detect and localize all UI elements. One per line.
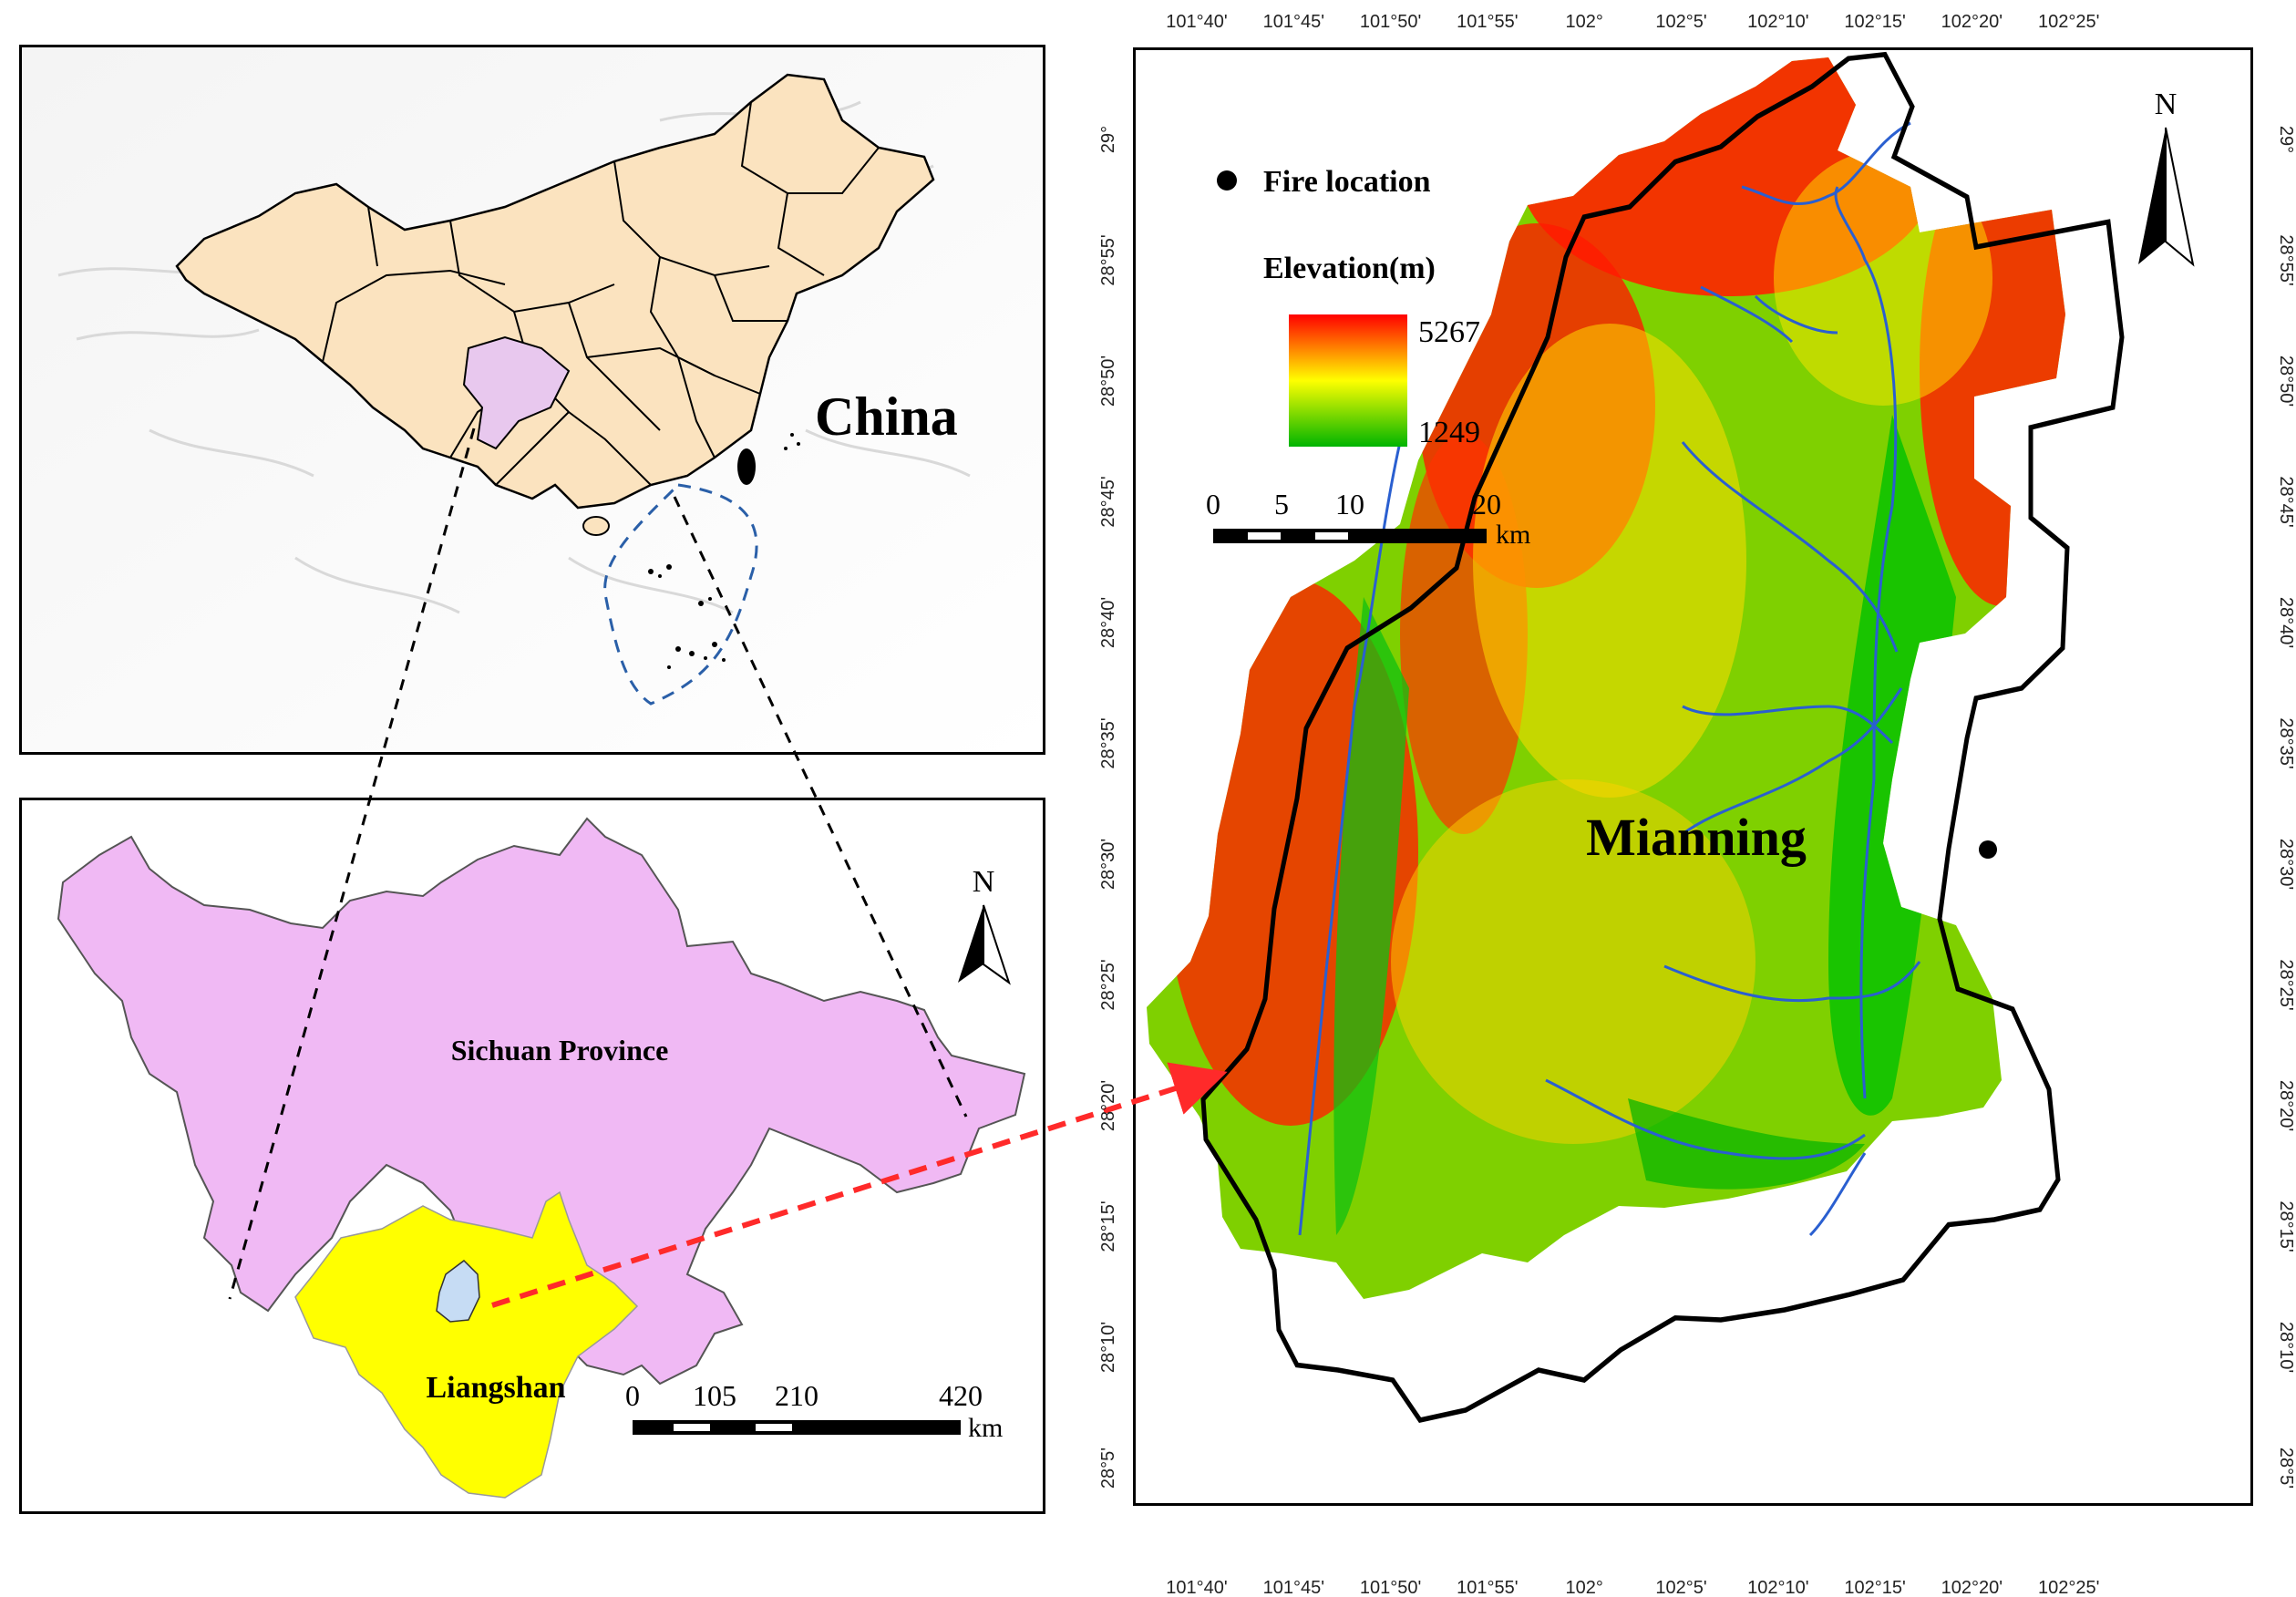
- longitude-label-top: 101°50': [1360, 12, 1421, 32]
- sichuan-province-label: Sichuan Province: [451, 1034, 669, 1066]
- longitude-label-top: 101°55': [1457, 12, 1518, 32]
- scale-tick-1: 5: [1274, 488, 1289, 520]
- north-arrow-label: N: [2155, 88, 2178, 121]
- china-overview-panel: China: [19, 45, 1045, 755]
- latitude-label-left: 28°15': [1098, 1200, 1118, 1252]
- longitude-label-bottom: 101°45': [1263, 1578, 1324, 1597]
- scale-unit: km: [1496, 520, 1530, 550]
- mianning-label: Mianning: [1586, 808, 1807, 867]
- scale-tick-0: 0: [625, 1379, 640, 1412]
- scale-tick-3: 420: [939, 1379, 983, 1412]
- china-label: China: [815, 386, 958, 447]
- north-arrow-label: N: [973, 865, 995, 899]
- longitude-label-bottom: 102°5': [1655, 1578, 1706, 1597]
- latitude-label-left: 28°45': [1098, 476, 1118, 527]
- nine-dash-line: [603, 483, 758, 706]
- longitude-label-top: 102°: [1566, 12, 1603, 32]
- longitude-label-bottom: 102°20': [1941, 1578, 2003, 1597]
- scale-tick-1: 105: [693, 1379, 736, 1412]
- latitude-label-right: 28°20': [2276, 1080, 2296, 1131]
- mianning-elevation-map: Mianning Fire location Elevation(m) 5267…: [1147, 51, 2195, 1424]
- latitude-label-right: 28°10': [2276, 1322, 2296, 1373]
- longitude-label-bottom: 102°25': [2038, 1578, 2099, 1597]
- longitude-label-top: 102°15': [1844, 12, 1905, 32]
- sichuan-province-panel: Sichuan Province Liangshan N 0 105 210 4…: [19, 798, 1045, 1514]
- connector-line-right: [673, 496, 968, 1118]
- latitude-label-right: 29°: [2276, 126, 2296, 153]
- north-arrow: N: [2138, 88, 2195, 267]
- legend: Fire location Elevation(m) 5267 1249: [1217, 165, 1480, 449]
- longitude-label-bottom: 101°40': [1166, 1578, 1227, 1597]
- sichuan-province-shape: [57, 817, 1026, 1386]
- north-arrow: N: [958, 865, 1011, 985]
- china-overview-map: China: [22, 47, 1043, 752]
- latitude-label-left: 28°10': [1098, 1322, 1118, 1373]
- longitude-label-bottom: 102°: [1566, 1578, 1603, 1597]
- latitude-label-left: 28°55': [1098, 234, 1118, 285]
- mianning-elevation-panel: Mianning Fire location Elevation(m) 5267…: [1133, 47, 2253, 1506]
- latitude-label-left: 28°40': [1098, 597, 1118, 648]
- locator-arrow: [491, 1062, 1228, 1308]
- longitude-label-top: 102°10': [1747, 12, 1808, 32]
- longitude-label-bottom: 102°15': [1844, 1578, 1905, 1597]
- latitude-label-right: 28°35': [2276, 717, 2296, 768]
- latitude-label-left: 28°50': [1098, 355, 1118, 407]
- latitude-label-right: 28°50': [2276, 355, 2296, 407]
- latitude-labels-right: 29° 28°55' 28°50' 28°45' 28°40' 28°35' 28°30' 2…: [2276, 126, 2296, 1489]
- taiwan-island: [737, 448, 756, 485]
- legend-elevation-min: 1249: [1418, 416, 1480, 449]
- liangshan-label: Liangshan: [426, 1371, 565, 1405]
- mianning-county-boundary: [1200, 51, 2125, 1424]
- scale-bar: 0 105 210 420 km: [625, 1379, 1003, 1443]
- scale-tick-2: 10: [1335, 488, 1364, 520]
- sichuan-province-map: Sichuan Province Liangshan N 0 105 210 4…: [57, 817, 1026, 1499]
- mianning-highlight: [436, 1260, 480, 1323]
- longitude-labels-bottom: 101°40' 101°45' 101°50' 101°55' 102° 102°5' 10…: [1166, 1578, 2099, 1597]
- latitude-label-left: 28°35': [1098, 717, 1118, 768]
- scale-unit: km: [968, 1413, 1003, 1443]
- latitude-labels-left: 29° 28°55' 28°50' 28°45' 28°40' 28°35' 28°30' 2…: [1098, 126, 1118, 1489]
- legend-fire-symbol: [1217, 170, 1237, 191]
- latitude-label-right: 28°15': [2276, 1200, 2296, 1252]
- latitude-label-right: 28°45': [2276, 476, 2296, 527]
- hainan-island: [582, 516, 610, 536]
- latitude-label-right: 28°30': [2276, 839, 2296, 890]
- longitude-label-top: 101°40': [1166, 12, 1227, 32]
- scale-tick-3: 20: [1472, 488, 1501, 520]
- latitude-label-left: 28°30': [1098, 839, 1118, 890]
- latitude-label-right: 28°40': [2276, 597, 2296, 648]
- legend-fire-label: Fire location: [1263, 165, 1431, 199]
- sichuan-highlight: [462, 335, 571, 450]
- latitude-label-left: 29°: [1098, 126, 1118, 153]
- connector-line-left: [228, 428, 476, 1300]
- south-china-sea-islands: [648, 433, 800, 669]
- latitude-label-right: 28°5': [2276, 1448, 2296, 1489]
- scale-tick-2: 210: [775, 1379, 819, 1412]
- longitude-labels-top: 101°40' 101°45' 101°50' 101°55' 102° 102°5' 10…: [1166, 12, 2099, 32]
- latitude-label-right: 28°25': [2276, 959, 2296, 1010]
- legend-elevation-max: 5267: [1418, 315, 1480, 349]
- fire-location-marker: [1979, 840, 1997, 859]
- river-network: [1298, 121, 1921, 1237]
- latitude-label-left: 28°25': [1098, 959, 1118, 1010]
- longitude-label-bottom: 102°10': [1747, 1578, 1808, 1597]
- latitude-label-right: 28°55': [2276, 234, 2296, 285]
- legend-elevation-ramp: [1289, 314, 1407, 447]
- longitude-label-top: 102°5': [1655, 12, 1706, 32]
- longitude-label-bottom: 101°55': [1457, 1578, 1518, 1597]
- scale-tick-0: 0: [1206, 488, 1220, 520]
- latitude-label-left: 28°20': [1098, 1080, 1118, 1131]
- liangshan-prefecture-shape: [294, 1190, 639, 1499]
- scale-bar: 0 5 10 20 km: [1206, 488, 1530, 550]
- longitude-label-top: 101°45': [1263, 12, 1324, 32]
- longitude-label-top: 102°20': [1941, 12, 2003, 32]
- legend-elevation-title: Elevation(m): [1263, 252, 1436, 285]
- latitude-label-left: 28°5': [1098, 1448, 1118, 1489]
- longitude-label-bottom: 101°50': [1360, 1578, 1421, 1597]
- longitude-label-top: 102°25': [2038, 12, 2099, 32]
